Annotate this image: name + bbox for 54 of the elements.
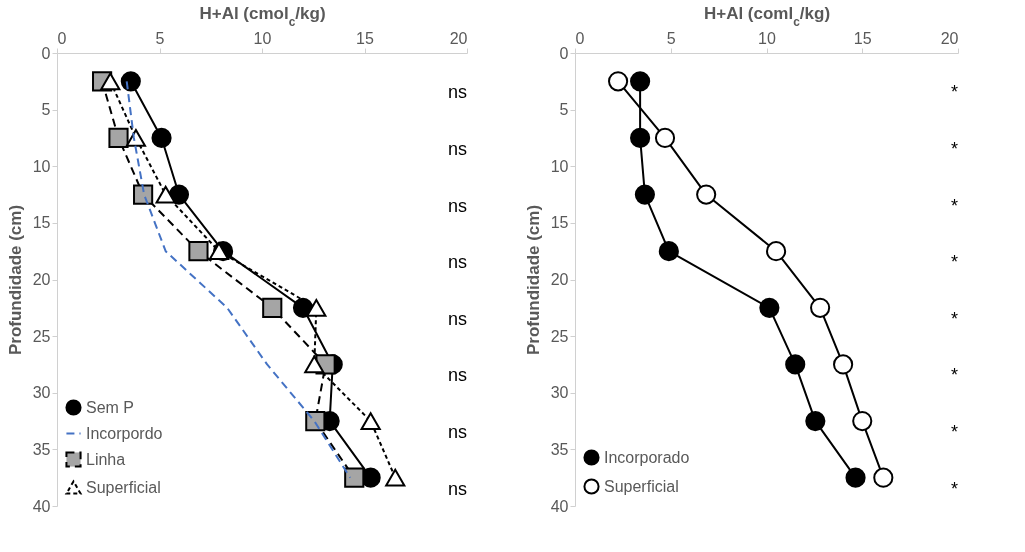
annotation: ns xyxy=(447,365,467,386)
annotation: ns xyxy=(447,308,467,329)
y-tick-label: 30 xyxy=(550,384,569,402)
annotation: * xyxy=(950,422,958,443)
x-axis-title: H+Al (cmol$_{c}$/kg) xyxy=(199,3,326,29)
annotation: * xyxy=(950,138,958,159)
annotation: ns xyxy=(447,252,467,273)
annotation: * xyxy=(950,195,958,216)
x-tick-label: 20 xyxy=(449,29,468,47)
y-axis-title: Profundidade (cm) xyxy=(523,204,543,356)
legend-label: Linha xyxy=(86,450,126,468)
y-tick-label: 10 xyxy=(32,157,51,175)
x-tick-label: 10 xyxy=(758,29,776,47)
annotation: * xyxy=(950,365,958,386)
y-tick-label: 15 xyxy=(550,214,569,232)
y-tick-label: 15 xyxy=(32,214,51,232)
annotation: ns xyxy=(447,195,467,216)
y-tick-label: 0 xyxy=(41,44,51,62)
annotation: ns xyxy=(447,422,467,443)
y-tick-label: 35 xyxy=(550,440,569,458)
annotation: ns xyxy=(447,82,467,103)
y-tick-label: 40 xyxy=(32,497,51,515)
x-tick-label: 15 xyxy=(853,29,872,47)
y-tick-label: 40 xyxy=(550,497,569,515)
y-tick-label: 0 xyxy=(559,44,569,62)
annotation: * xyxy=(950,478,958,499)
annotation: ns xyxy=(447,138,467,159)
y-tick-label: 20 xyxy=(550,271,569,288)
x-tick-label: 5 xyxy=(666,29,676,47)
y-tick-label: 30 xyxy=(32,384,51,402)
y-tick-label: 35 xyxy=(32,440,51,458)
legend-label: Sem P xyxy=(86,398,135,416)
legend-label: Incorporado xyxy=(604,448,690,466)
annotation: * xyxy=(950,252,958,273)
y-tick-label: 5 xyxy=(41,101,51,119)
x-tick-label: 5 xyxy=(155,29,165,47)
x-axis-title: H+Al (coml$_{c}$/kg) xyxy=(703,3,831,29)
legend-label: Incorpordo xyxy=(86,424,163,442)
x-tick-label: 10 xyxy=(253,29,272,47)
legend-label: Superficial xyxy=(86,478,161,496)
x-tick-label: 20 xyxy=(940,29,959,47)
y-tick-label: 25 xyxy=(550,327,569,345)
y-tick-label: 25 xyxy=(32,327,51,345)
x-tick-label: 0 xyxy=(57,29,67,47)
y-axis-title: Profundidade (cm) xyxy=(5,204,25,356)
y-tick-label: 20 xyxy=(32,271,51,288)
x-tick-label: 15 xyxy=(356,29,374,47)
y-tick-label: 5 xyxy=(559,101,569,119)
annotation: * xyxy=(950,82,958,103)
y-tick-label: 10 xyxy=(550,157,569,175)
annotation: ns xyxy=(447,478,467,499)
x-tick-label: 0 xyxy=(575,29,585,47)
legend-label: Superficial xyxy=(604,477,679,495)
annotation: * xyxy=(950,308,958,329)
